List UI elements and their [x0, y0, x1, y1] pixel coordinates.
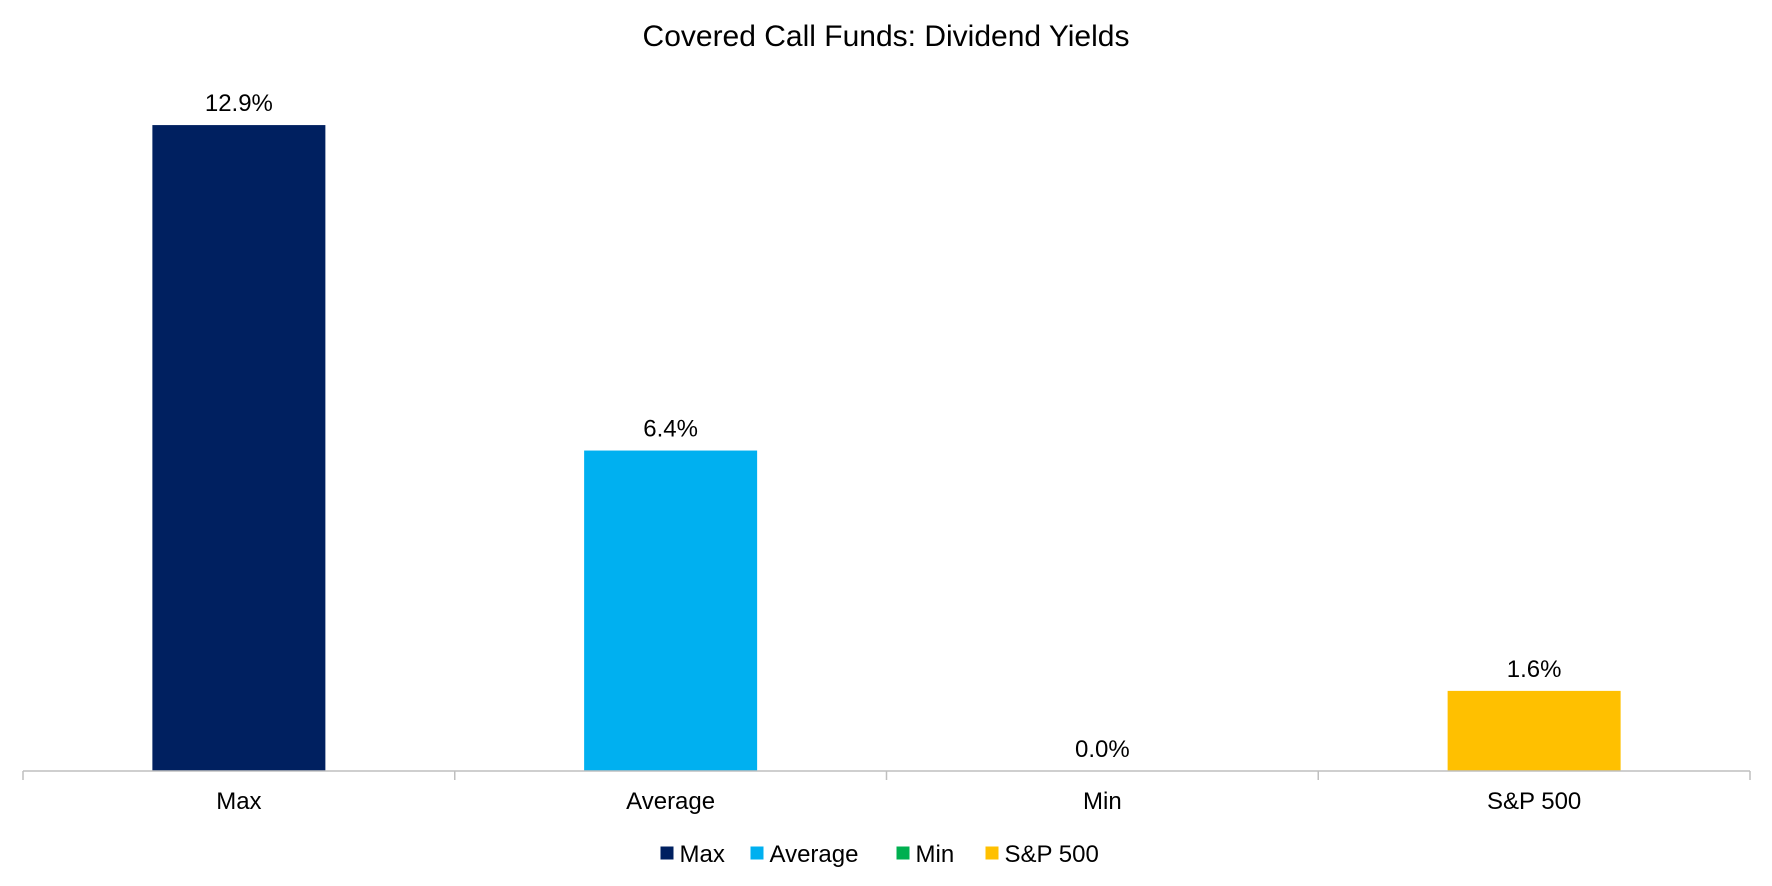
x-tick-label-s-p-500: S&P 500	[1487, 788, 1581, 815]
bar-max	[152, 125, 326, 772]
legend-label-s-p-500: S&P 500	[1005, 841, 1099, 868]
bar-average	[584, 450, 758, 771]
legend-swatch-max	[660, 846, 674, 860]
legend-swatch-average	[750, 846, 764, 860]
x-tick-label-min: Min	[1083, 788, 1122, 815]
data-label-max: 12.9%	[205, 90, 273, 117]
legend-swatch-min	[896, 846, 910, 860]
legend-label-max: Max	[680, 841, 725, 868]
legend: Max Average Min S&P 500	[660, 841, 1099, 868]
x-tick-label-max: Max	[216, 788, 261, 815]
x-tick-label-average: Average	[626, 788, 715, 815]
legend-label-average: Average	[770, 841, 859, 868]
data-labels-group: 12.9% 6.4% 0.0% 1.6%	[205, 90, 1562, 763]
x-axis-tick-labels: Max Average Min S&P 500	[216, 788, 1581, 815]
legend-swatch-s-p-500	[985, 846, 999, 860]
bars-group	[152, 125, 1621, 772]
bar-s-p-500	[1447, 690, 1621, 771]
data-label-average: 6.4%	[643, 416, 698, 443]
data-label-s-p-500: 1.6%	[1507, 656, 1562, 683]
x-axis-ticks	[22, 771, 1751, 780]
chart-title: Covered Call Funds: Dividend Yields	[643, 20, 1130, 53]
legend-label-min: Min	[916, 841, 955, 868]
data-label-min: 0.0%	[1075, 736, 1130, 763]
